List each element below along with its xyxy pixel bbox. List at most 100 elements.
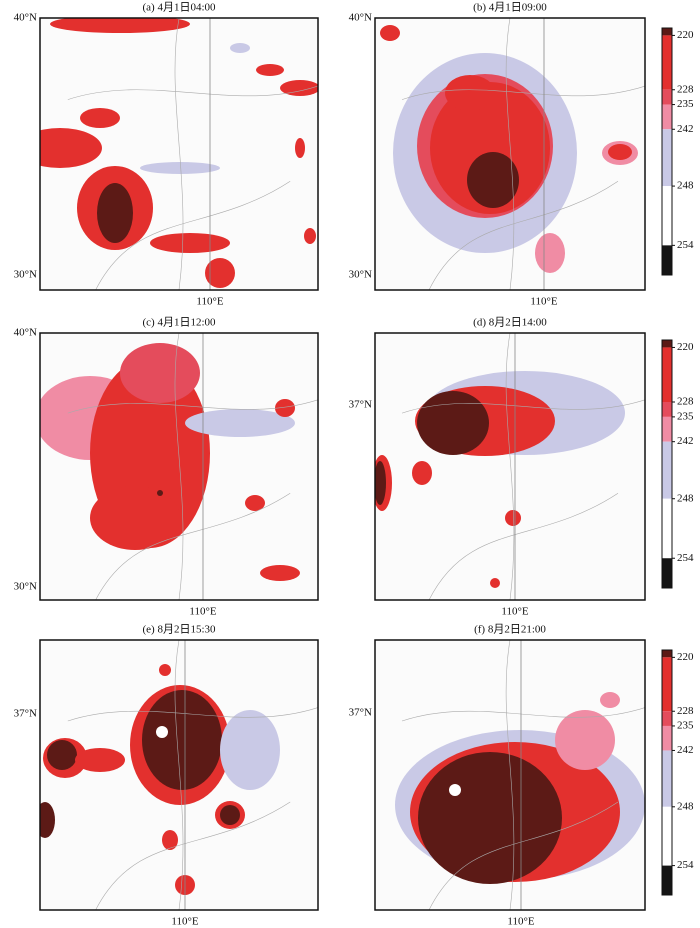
cloud-region [412,461,432,485]
cloud-region [162,830,178,850]
colorbar-frame [661,649,673,896]
colorbar-segment [662,245,672,275]
panel-title: (a) 4月1日04:00 [142,2,216,14]
cloud-region [535,233,565,273]
colorbar-segment [662,35,672,90]
boundary [505,640,515,910]
lat-label: 40°N [349,12,372,24]
colorbar-segment [662,347,672,402]
boundary [174,18,184,290]
cloud-region [140,162,220,174]
map-panel: (d) 8月2日14:00 110°E 37°N [349,317,646,618]
map-panel: (e) 8月2日15:30 110°E 37°N [14,624,319,928]
cloud-region [304,228,316,244]
colorbar-segment [662,340,672,348]
cloud-region [120,343,200,403]
boundary [174,333,184,600]
colorbar-frame [661,339,673,589]
map-frame [374,332,646,601]
colorbar-tick-label: 248 [677,800,694,812]
lon-label: 110°E [530,296,557,308]
lat-label: 30°N [349,269,372,281]
lat-label: 30°N [14,581,37,593]
cloud-region [256,64,284,76]
colorbar-segment [662,650,672,658]
colorbar-segment [662,558,672,588]
cloud-region [375,461,386,505]
boundary [401,399,645,414]
boundary [95,180,291,290]
cloud-region [260,565,300,581]
cloud-region [280,80,318,96]
cloud-region [449,784,461,796]
boundary [505,333,515,600]
panel-title: (d) 8月2日14:00 [473,317,547,329]
colorbar-segment [662,28,672,36]
lon-label: 110°E [501,606,528,618]
cloud-region [490,578,500,588]
boundary [67,707,318,722]
colorbar-tick-label: 248 [677,492,694,504]
lat-label: 37°N [14,708,37,720]
cloud-region [245,495,265,511]
colorbar-segment [662,104,672,130]
colorbar-segment [662,725,672,751]
colorbar-tick-label: 248 [677,180,694,192]
cloud-region [159,664,171,676]
panel-title: (c) 4月1日12:00 [142,317,216,329]
lon-label: 110°E [196,296,223,308]
lat-label: 37°N [349,707,372,719]
colorbar-tick-label: 220 [677,29,694,41]
map-content [375,18,645,290]
colorbar-segment [662,806,672,866]
colorbar-tick-label: 228 [677,83,694,95]
map-panel: (f) 8月2日21:00 110°E 37°N [349,624,646,928]
map-content [375,333,645,600]
map-panel: (a) 4月1日04:00 110°E 40°N 30°N [14,2,319,308]
lon-label: 110°E [189,606,216,618]
lat-label: 40°N [14,327,37,339]
map-frame [374,639,646,911]
boundary [428,492,619,600]
colorbar-segment [662,657,672,712]
map-content [40,18,318,290]
panel-title: (f) 8月2日21:00 [474,624,546,636]
colorbar-tick-label: 228 [677,705,694,717]
cloud-region [205,258,235,288]
map-frame [39,332,319,601]
cloud-region [600,692,620,708]
colorbar-segment [662,402,672,417]
colorbar-tick-label: 220 [677,341,694,353]
colorbar-tick-label: 235 [677,719,694,731]
colorbar-segment [662,129,672,187]
map-content [40,640,318,910]
cloud-region [295,138,305,158]
cloud-region [608,144,632,160]
colorbar-segment [662,89,672,105]
colorbar-tick-label: 242 [677,744,694,756]
cloud-region [142,690,222,790]
lon-label: 110°E [171,916,198,928]
colorbar-segment [662,865,672,895]
lat-label: 40°N [14,12,37,24]
colorbar-frame [661,27,673,276]
boundary [95,801,291,910]
cloud-region [157,490,163,496]
map-content [375,640,645,910]
cloud-region [418,752,562,884]
colorbar-tick-label: 235 [677,98,694,110]
cloud-region [156,726,168,738]
cloud-region [75,748,125,772]
boundary [67,85,318,100]
map-panel: (c) 4月1日12:00 110°E 40°N 30°N [14,317,319,618]
panel-title: (b) 4月1日09:00 [473,2,547,14]
boundary [428,180,619,290]
cloud-region [220,710,280,790]
panel-title: (e) 8月2日15:30 [142,624,216,636]
boundary [174,640,184,910]
cloud-region [220,805,240,825]
colorbar-tick-label: 235 [677,410,694,422]
cloud-region [47,740,77,770]
cloud-region [90,486,180,550]
